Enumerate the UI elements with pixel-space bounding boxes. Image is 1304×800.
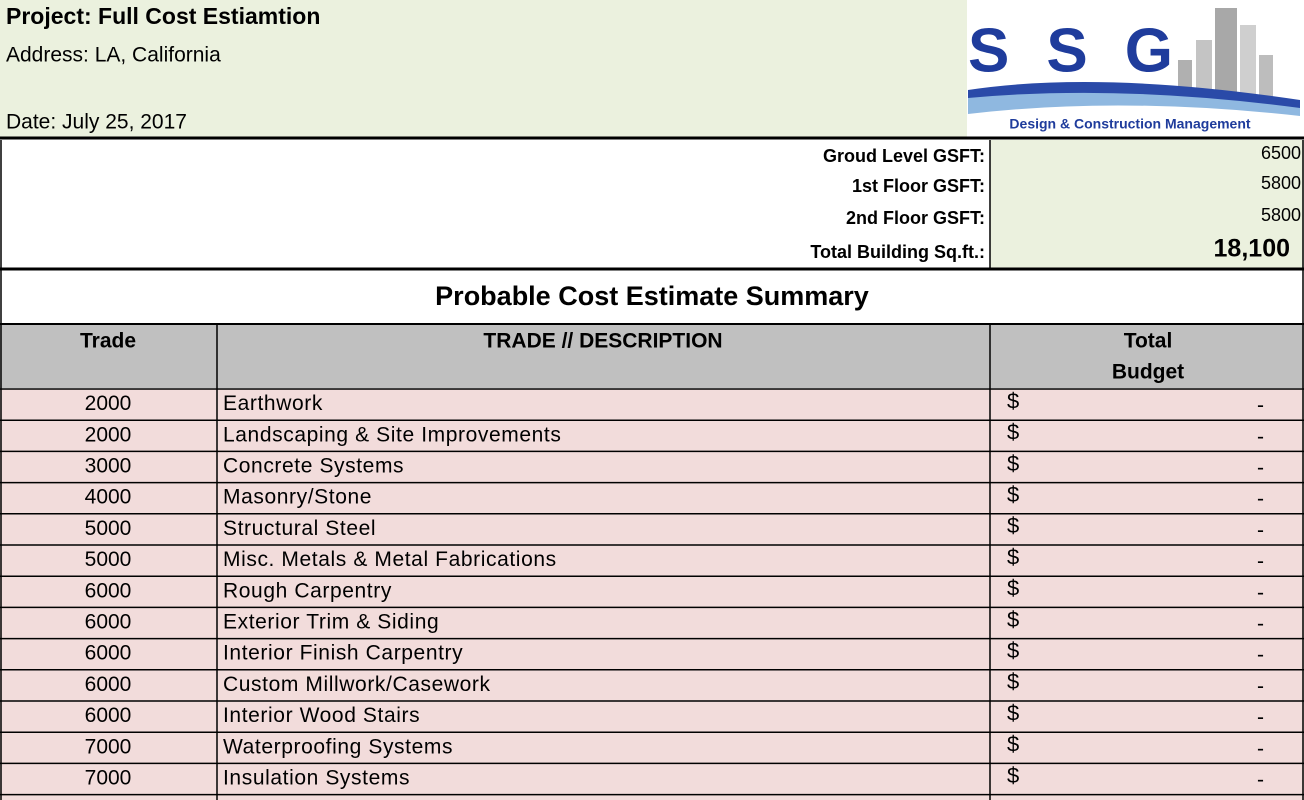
total-budget: - — [1257, 581, 1264, 604]
logo-tagline: Design & Construction Management — [1009, 116, 1250, 132]
trade-code: 5000 — [85, 517, 132, 540]
total-budget: - — [1257, 457, 1264, 480]
trade-code: 2000 — [85, 392, 132, 415]
currency: $ — [1007, 513, 1019, 538]
trade-code: 2000 — [85, 423, 132, 446]
currency: $ — [1007, 638, 1019, 663]
currency: $ — [1007, 607, 1019, 632]
trade-description: Interior Wood Stairs — [223, 704, 420, 727]
trade-description: Misc. Metals & Metal Fabrications — [223, 548, 557, 571]
total-budget: - — [1257, 425, 1264, 448]
currency: $ — [1007, 420, 1019, 445]
currency: $ — [1007, 576, 1019, 601]
total-budget: - — [1257, 675, 1264, 698]
total-budget: - — [1257, 737, 1264, 760]
currency: $ — [1007, 388, 1019, 413]
address: Address: LA, California — [6, 44, 221, 67]
trade-code: 6000 — [85, 579, 132, 602]
column-header: Budget — [1112, 361, 1184, 384]
trade-code: 7000 — [85, 767, 132, 790]
currency: $ — [1007, 451, 1019, 476]
trade-description: Landscaping & Site Improvements — [223, 423, 561, 446]
area-bg — [990, 140, 1304, 268]
total-budget: - — [1257, 644, 1264, 667]
trade-description: Waterproofing Systems — [223, 735, 453, 758]
area-value: 5800 — [1261, 173, 1301, 193]
area-value: 18,100 — [1214, 235, 1290, 263]
area-label: 2nd Floor GSFT: — [846, 208, 985, 228]
logo: SSG Design & Construction Management — [968, 8, 1300, 132]
trade-description: Rough Carpentry — [223, 579, 392, 602]
trade-description: Custom Millwork/Casework — [223, 673, 491, 696]
trade-description: Earthwork — [223, 392, 323, 415]
trade-description: Masonry/Stone — [223, 486, 372, 509]
area-label: Groud Level GSFT: — [823, 146, 985, 166]
area-value: 5800 — [1261, 205, 1301, 225]
trade-description: Structural Steel — [223, 517, 376, 540]
trade-code: 6000 — [85, 611, 132, 634]
trade-code: 3000 — [85, 455, 132, 478]
trade-code: 4000 — [85, 486, 132, 509]
total-budget: - — [1257, 550, 1264, 573]
total-budget: - — [1257, 706, 1264, 729]
currency: $ — [1007, 544, 1019, 569]
trade-description: Interior Finish Carpentry — [223, 642, 463, 665]
trade-code: 7000 — [85, 735, 132, 758]
currency: $ — [1007, 482, 1019, 507]
column-header: Trade — [80, 330, 136, 353]
column-header: Total — [1124, 330, 1173, 353]
trade-description: Concrete Systems — [223, 455, 404, 478]
area-value: 6500 — [1261, 143, 1301, 163]
date: Date: July 25, 2017 — [6, 111, 187, 134]
currency: $ — [1007, 700, 1019, 725]
column-header: TRADE // DESCRIPTION — [483, 330, 722, 353]
total-budget: - — [1257, 613, 1264, 636]
table-body: 2000 Earthwork $ - 2000 Landscaping & Site Im… — [0, 388, 1304, 800]
total-budget: - — [1257, 488, 1264, 511]
logo-name: SSG — [968, 16, 1173, 85]
area-label: Total Building Sq.ft.: — [810, 242, 985, 262]
trade-code: 6000 — [85, 642, 132, 665]
currency: $ — [1007, 763, 1019, 788]
total-budget: - — [1257, 769, 1264, 792]
header-bg — [0, 0, 967, 137]
total-budget: - — [1257, 394, 1264, 417]
trade-code: 6000 — [85, 704, 132, 727]
trade-code: 6000 — [85, 673, 132, 696]
project: Project: Full Cost Estiamtion — [6, 3, 320, 29]
trade-description: Insulation Systems — [223, 767, 410, 790]
currency: $ — [1007, 669, 1019, 694]
total-budget: - — [1257, 519, 1264, 542]
currency: $ — [1007, 732, 1019, 757]
trade-description: Exterior Trim & Siding — [223, 611, 439, 634]
trade-code: 5000 — [85, 548, 132, 571]
summary-title: Probable Cost Estimate Summary — [435, 281, 869, 311]
area-label: 1st Floor GSFT: — [852, 176, 985, 196]
